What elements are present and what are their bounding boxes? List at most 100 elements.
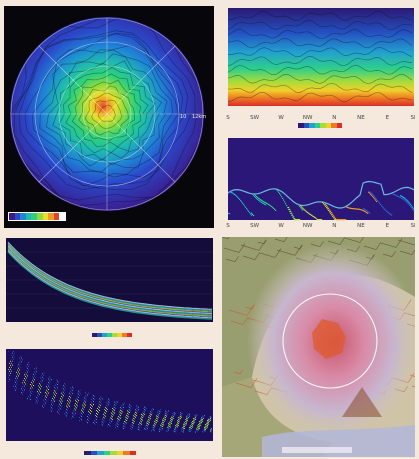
profile-bottom-point bbox=[251, 212, 253, 214]
decay-density-point bbox=[174, 430, 175, 432]
profile-bottom-point bbox=[254, 194, 256, 196]
decay-density-point bbox=[152, 412, 153, 414]
profile-bottom-point bbox=[338, 219, 340, 221]
profile-bottom-point bbox=[289, 210, 291, 212]
decay-density-point bbox=[171, 418, 172, 420]
decay-density-point bbox=[102, 421, 103, 423]
decay-density-point bbox=[69, 402, 70, 404]
decay-density-point bbox=[199, 421, 200, 423]
decay-density-point bbox=[119, 419, 120, 421]
decay-density-point bbox=[43, 407, 44, 408]
decay-density-point bbox=[91, 401, 92, 403]
profile-bottom-point bbox=[270, 205, 272, 207]
decay-density-point bbox=[60, 408, 61, 410]
decay-density-point bbox=[30, 395, 31, 397]
decay-density-point bbox=[194, 418, 195, 420]
decay-density-point bbox=[198, 425, 199, 427]
decay-density-point bbox=[193, 417, 194, 419]
decay-density-point bbox=[120, 409, 121, 411]
decay-density-point bbox=[72, 389, 73, 391]
profile-bottom-point bbox=[372, 193, 374, 195]
decay-density-point bbox=[173, 415, 174, 417]
profile-top-contour bbox=[227, 91, 413, 103]
profile-bottom-point bbox=[231, 192, 233, 194]
decay-density-point bbox=[46, 400, 47, 402]
decay-density-point bbox=[62, 400, 63, 402]
decay-density-point bbox=[26, 366, 27, 368]
profile-bottom-point bbox=[355, 208, 357, 210]
decay-density-point bbox=[94, 396, 95, 397]
decay-density-point bbox=[202, 431, 203, 433]
decay-density-point bbox=[210, 419, 211, 421]
decay-density-point bbox=[131, 423, 132, 425]
decay-density-point bbox=[52, 398, 53, 399]
decay-density-point bbox=[125, 416, 126, 418]
decay-density-point bbox=[176, 425, 177, 427]
decay-density-point bbox=[47, 384, 48, 386]
distance-decay-density-plot bbox=[6, 349, 213, 441]
decay-density-point bbox=[111, 415, 112, 417]
decay-density-point bbox=[188, 415, 189, 417]
profile-bottom-point bbox=[372, 195, 374, 197]
decay-density-point bbox=[162, 419, 163, 421]
decay-density-point bbox=[128, 411, 129, 413]
decay-density-point bbox=[40, 388, 41, 390]
decay-density-point bbox=[18, 363, 19, 365]
profile-bottom-point bbox=[375, 197, 377, 199]
profile-bottom-point bbox=[329, 211, 331, 213]
decay-density-point bbox=[210, 431, 211, 433]
decay-density-point bbox=[153, 424, 154, 426]
decay-density-point bbox=[68, 407, 69, 409]
decay-density-point bbox=[132, 419, 133, 421]
decay-density-point bbox=[77, 392, 78, 394]
profile-bottom-point bbox=[265, 202, 267, 204]
decay-density-point bbox=[210, 418, 211, 420]
decay-density-point bbox=[133, 417, 134, 419]
profile-bottom-point bbox=[256, 198, 258, 200]
decay-density-point bbox=[119, 416, 120, 418]
decay-density-point bbox=[83, 411, 84, 413]
decay-density-point bbox=[104, 411, 105, 413]
decay-density-point bbox=[136, 410, 137, 412]
decay-density-point bbox=[19, 357, 20, 359]
decay-density-point bbox=[124, 426, 125, 428]
decay-density-point bbox=[80, 392, 81, 394]
profile-bottom-point bbox=[379, 202, 381, 204]
decay-density-point bbox=[100, 396, 101, 398]
decay-density-point bbox=[146, 424, 147, 426]
profile-bottom-point bbox=[284, 201, 286, 203]
decay-density-point bbox=[28, 365, 29, 367]
profile-bottom-point bbox=[406, 199, 408, 201]
decay-density-point bbox=[177, 424, 178, 426]
decay-density-point bbox=[69, 399, 70, 401]
decay-density-point bbox=[193, 423, 194, 425]
decay-density-point bbox=[42, 376, 43, 378]
profile-bottom-point bbox=[363, 208, 365, 210]
decay-density-point bbox=[79, 394, 80, 396]
decay-density-point bbox=[190, 427, 191, 429]
decay-density-point bbox=[133, 425, 134, 427]
decay-density-point bbox=[23, 387, 24, 389]
decay-density-point bbox=[135, 409, 136, 411]
decay-density-point bbox=[207, 424, 208, 426]
decay-density-point bbox=[8, 351, 9, 352]
profile-bottom-point bbox=[260, 199, 262, 201]
decay-density-point bbox=[84, 397, 85, 399]
decay-density-point bbox=[117, 401, 118, 403]
decay-density-point bbox=[191, 424, 192, 426]
decay-density-point bbox=[195, 419, 196, 420]
profile-bottom-point bbox=[230, 191, 232, 193]
polar-contour bbox=[24, 32, 186, 190]
decay-density-point bbox=[150, 411, 151, 413]
profile-bottom-point bbox=[278, 191, 280, 193]
decay-density-point bbox=[168, 423, 169, 425]
decay-density-point bbox=[20, 367, 21, 369]
decay-density-point bbox=[81, 409, 82, 411]
decay-density-point bbox=[178, 420, 179, 422]
decay-density-point bbox=[75, 412, 76, 414]
decay-density-point bbox=[34, 371, 35, 373]
decay-density-point bbox=[122, 427, 123, 429]
decay-density-point bbox=[30, 399, 31, 400]
profile-bottom-point bbox=[236, 195, 238, 197]
profile-bottom-point bbox=[299, 205, 301, 207]
